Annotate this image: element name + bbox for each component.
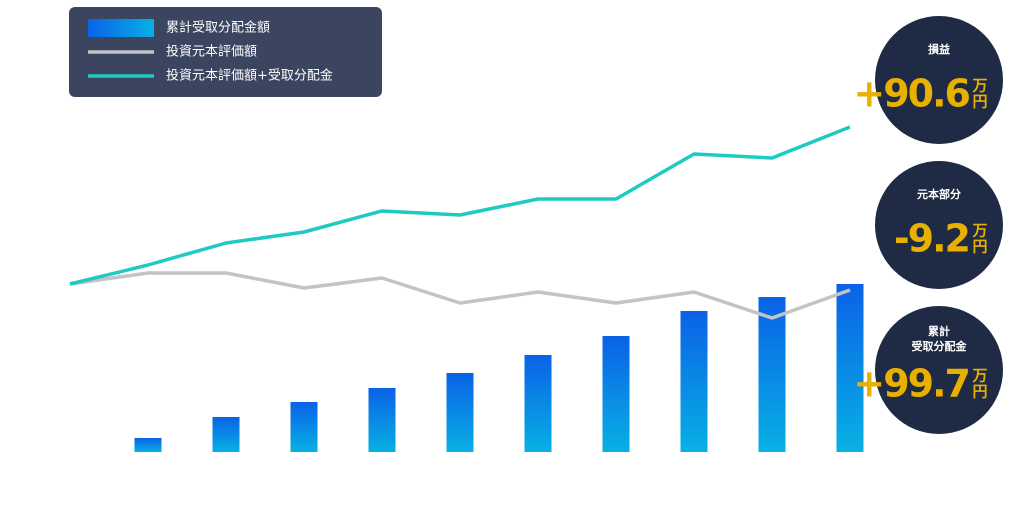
summary-label: 累計受取分配金 [912,324,968,353]
summary-unit: 万 [971,222,987,240]
bar [446,373,474,452]
summary-unit: 円 [972,238,987,256]
summary-unit: 万 [971,77,987,95]
summary-circle [875,161,1003,289]
summary-value: +99.7 [853,362,969,406]
bar [602,336,630,452]
bar [290,402,318,452]
summary-unit: 円 [972,383,987,401]
summary-unit: 万 [971,367,987,385]
summary-label: 元本部分 [917,187,961,201]
summary-value: -9.2 [894,217,969,261]
bar [758,297,786,452]
legend-label: 投資元本評価額+受取分配金 [166,68,333,84]
line [69,125,851,286]
bar [524,355,552,452]
summary-value: +90.6 [853,72,969,116]
bar [680,311,708,452]
legend-swatch [88,19,154,37]
summary-circle [875,16,1003,144]
legend-label: 累計受取分配金額 [166,20,270,36]
bar [368,388,396,452]
legend-label: 投資元本評価額 [166,44,257,60]
bar [212,417,240,452]
bar [134,438,162,452]
bar [836,284,864,452]
summary-label: 損益 [928,42,950,56]
line [69,271,851,320]
summary-unit: 円 [972,93,987,111]
summary-circle [875,306,1003,434]
